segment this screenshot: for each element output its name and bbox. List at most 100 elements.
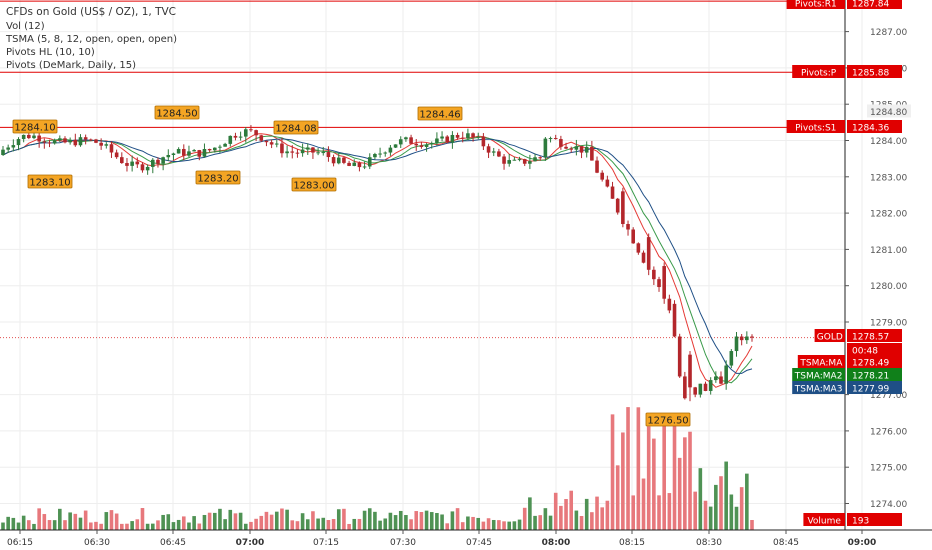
volume-bar: [497, 520, 501, 530]
time-tick-label: 08:00: [542, 538, 571, 548]
candle-body: [662, 266, 666, 299]
candle-body: [32, 135, 36, 139]
price-label-value: 1278.57: [852, 333, 889, 343]
volume-bar: [409, 519, 413, 530]
tsma-line: [2, 138, 753, 374]
candle-body: [83, 137, 88, 140]
tsma-line: [2, 133, 753, 388]
volume-bar: [192, 516, 196, 530]
candle-body: [6, 147, 10, 150]
candle-body: [667, 298, 672, 311]
volume-bar: [486, 518, 491, 530]
candle-body: [574, 146, 579, 150]
volume-bar: [662, 425, 666, 530]
price-label-name: Pivots:P: [801, 69, 837, 79]
candle-body: [688, 354, 692, 388]
candle-body: [161, 157, 165, 164]
volume-bar: [739, 487, 744, 530]
volume-bar: [367, 508, 372, 530]
volume-bar: [517, 519, 522, 530]
volume-bar: [311, 511, 315, 530]
candle-body: [171, 153, 176, 155]
volume-bar: [522, 507, 527, 530]
time-tick-label: 06:30: [84, 538, 110, 548]
candle-body: [719, 376, 723, 384]
volume-bar: [47, 520, 52, 530]
time-tick-label: 08:30: [696, 538, 722, 548]
volume-bar: [305, 519, 310, 530]
candle-body: [729, 351, 734, 366]
volume-bar: [750, 520, 754, 530]
volume-bar: [419, 511, 424, 530]
volume-bar: [331, 519, 336, 530]
volume-bar: [445, 523, 450, 530]
pivot-hl-label: 1284.46: [417, 106, 463, 121]
candle-body: [68, 139, 72, 143]
volume-bar: [672, 424, 677, 530]
candle-body: [677, 336, 682, 377]
volume-bar: [600, 507, 604, 530]
volume-bar: [378, 520, 382, 530]
pivot-hl-value: 1283.10: [29, 178, 70, 189]
volume-bar: [590, 512, 594, 530]
candle-body: [491, 151, 496, 153]
price-tick-label: 1275.00: [870, 464, 907, 474]
candle-body: [285, 151, 289, 154]
volume-bar: [342, 508, 346, 530]
time-tick-label: 07:45: [466, 538, 492, 548]
candle-body: [641, 252, 646, 263]
volume-bar: [424, 510, 429, 530]
pivot-hl-label: 1284.08: [273, 120, 319, 135]
volume-bar: [156, 520, 160, 530]
candle-body: [564, 146, 568, 149]
volume-bar: [109, 510, 114, 530]
candle-body: [466, 133, 470, 139]
candle-body: [78, 137, 83, 146]
volume-bar: [667, 493, 672, 530]
volume-bar: [528, 497, 532, 530]
candle-body: [450, 134, 455, 143]
candle-body: [703, 383, 708, 391]
price-axis[interactable]: 1287.001286.001285.001284.001283.001282.…: [845, 28, 911, 510]
volume-bar: [202, 514, 207, 530]
volume-bar: [507, 521, 512, 530]
candle-body: [435, 138, 439, 143]
candle-body: [745, 336, 749, 341]
candle-body: [218, 146, 222, 148]
volume-bar: [37, 508, 41, 530]
candle-body: [58, 138, 62, 141]
candle-body: [373, 154, 377, 158]
candle-body: [579, 146, 584, 153]
price-tick-label: 1283.00: [870, 173, 907, 183]
price-label-name: Pivots:R1: [795, 0, 837, 10]
candle-body: [714, 376, 718, 381]
candle-body: [615, 198, 620, 213]
volume-bar: [161, 514, 165, 530]
candle-body: [636, 243, 641, 253]
volume-bar: [1, 522, 5, 530]
candle-body: [414, 143, 419, 146]
time-axis[interactable]: 06:15 06:30 06:45 07:00 07:15 07:30 07:45 08:00…: [7, 530, 876, 548]
time-tick-label: 09:00: [848, 538, 877, 548]
volume-bar: [388, 512, 393, 530]
volume-bar: [68, 512, 72, 530]
candle-body: [507, 160, 512, 164]
candle-body: [254, 130, 258, 136]
volume-bar: [693, 491, 697, 530]
volume-bar: [543, 508, 548, 530]
candle-body: [590, 146, 594, 161]
volume-bar: [450, 511, 455, 530]
price-label-value: 1277.99: [852, 385, 889, 395]
candle-body: [739, 336, 744, 341]
candle-body: [305, 147, 310, 150]
pivot-hl-label: 1284.10: [12, 119, 58, 134]
price-label-name: TSMA:MA2: [794, 372, 843, 382]
price-label-tsma-ma2: TSMA:MA2 1278.21: [792, 368, 902, 382]
volume-bar: [243, 523, 248, 530]
volume-bar: [362, 510, 367, 530]
candle-body: [610, 186, 615, 199]
volume-bar: [584, 498, 589, 530]
candle-body: [207, 149, 212, 151]
volume-bar: [719, 476, 723, 530]
